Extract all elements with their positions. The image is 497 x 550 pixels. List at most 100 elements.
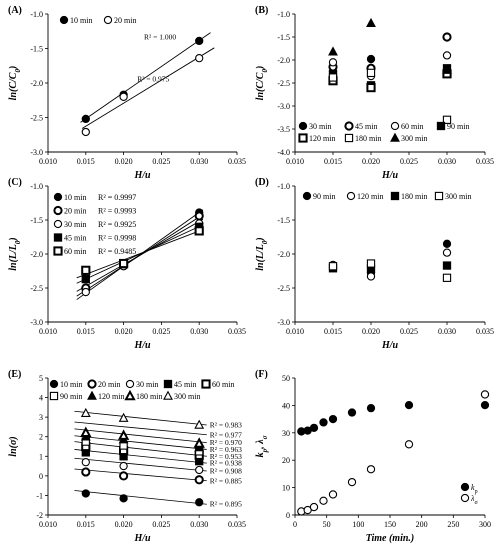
data-point — [366, 403, 376, 413]
chart-panel-c: 0.010 0.015 0.020 0.025 0.030 0.035 -1.0 -1.5 -2… — [8, 177, 246, 351]
legend-item: 10 min R² = 0.9997 — [53, 192, 136, 202]
legend-label: 45 min — [64, 234, 86, 243]
y-axis-label: ln(L/L0) — [255, 237, 269, 271]
r2-label: R² = 0.895 — [210, 500, 242, 509]
legend-label: λσ — [470, 494, 478, 506]
r2-label: R² = 0.963 — [210, 445, 242, 454]
x-tick-label: 0.015 — [77, 157, 95, 166]
y-axis-label-close: ) — [8, 237, 19, 241]
y-tick-label: -1.5 — [30, 216, 43, 225]
data-point — [195, 465, 204, 475]
legend-r2: R² = 0.9925 — [98, 220, 136, 229]
y-tick-label: 10 — [282, 484, 290, 493]
data-point — [442, 32, 452, 42]
y-tick-label: 20 — [282, 456, 290, 465]
y-axis-label-sub: 0 — [261, 240, 269, 244]
legend-label: 10 min — [70, 16, 92, 25]
legend-label: 30 min — [136, 380, 158, 389]
data-point — [328, 262, 338, 271]
legend-label: 20 min — [98, 380, 120, 389]
legend-label: 180 min — [136, 392, 162, 401]
x-axis-label: H/u — [133, 533, 151, 544]
legend-item: 120 min — [87, 390, 124, 401]
r2-label: R² = 0.953 — [210, 452, 242, 461]
data-point — [328, 73, 338, 82]
legend-marker — [434, 191, 444, 201]
y-tick-label: -2.5 — [30, 114, 43, 123]
y-axis-label-main: ln(C/C — [8, 72, 19, 100]
x-tick-label: 0.035 — [228, 520, 246, 529]
y-tick-label: 40 — [282, 401, 290, 410]
legend-label: 300 min — [174, 392, 200, 401]
y-tick-label: -2.0 — [30, 79, 43, 88]
legend-label: kp — [471, 483, 478, 495]
legend-label: 300 min — [445, 192, 471, 201]
legend-label: 60 min — [212, 380, 234, 389]
legend-label: 20 min — [114, 16, 136, 25]
legend-item: 45 min — [344, 121, 377, 131]
legend-marker — [390, 121, 400, 131]
x-tick-label: 0.025 — [152, 157, 170, 166]
trend-line — [76, 218, 204, 292]
legend-marker — [344, 121, 354, 131]
y-axis-label-close: ) — [255, 66, 266, 70]
x-tick-label: 0.025 — [152, 520, 170, 529]
y-axis-label: ln(σ) — [8, 436, 19, 456]
y-axis-label-main: ln(L/L — [8, 244, 19, 271]
data-point — [366, 54, 376, 64]
legend-label-sub: p — [475, 489, 478, 495]
trend-line — [74, 468, 207, 482]
trend-line — [74, 457, 207, 472]
y-axis-label-main: ln(L/L — [255, 244, 266, 271]
y-tick-label: -3.0 — [277, 102, 290, 111]
panel-label: (C) — [8, 177, 22, 188]
x-tick-label: 0.010 — [39, 157, 57, 166]
legend-marker — [302, 191, 312, 201]
legend-marker — [124, 389, 136, 401]
x-tick-label: 150 — [384, 520, 396, 529]
trend-line — [76, 209, 204, 300]
data-point — [347, 408, 357, 417]
data-point — [119, 461, 128, 471]
x-tick-label: 0.025 — [152, 327, 170, 336]
data-point — [328, 58, 338, 67]
data-point — [442, 273, 452, 282]
r2-label: R² = 0.908 — [210, 466, 242, 475]
r2-annotation: R² = 1.000 — [144, 33, 176, 42]
legend-label-sub: σ — [474, 500, 478, 506]
trend-line — [76, 229, 204, 279]
y-tick-label: -1.5 — [30, 45, 43, 54]
data-point — [442, 261, 452, 270]
data-point — [194, 226, 204, 236]
y-axis-label-sub: 0 — [14, 240, 22, 244]
legend-marker — [103, 15, 113, 25]
y-tick-label: -1.5 — [277, 33, 290, 42]
legend-marker — [53, 192, 63, 202]
trend-line — [74, 428, 207, 443]
data-point — [81, 467, 91, 477]
legend-marker — [436, 121, 446, 131]
x-tick-label: 0.030 — [190, 327, 208, 336]
y-tick-label: 50 — [282, 374, 290, 383]
legend-item: 10 min — [49, 379, 82, 389]
x-tick-label: 0.035 — [476, 157, 494, 166]
legend-label: 120 min — [98, 392, 124, 401]
y-axis-label-part: , λ — [255, 439, 266, 450]
data-point — [404, 400, 414, 410]
y-tick-label: -1.0 — [30, 182, 43, 191]
r2-label: R² = 0.938 — [210, 459, 242, 468]
y-tick-label: -4.0 — [277, 148, 290, 157]
trend-line — [81, 47, 215, 129]
legend-item: 10 min — [59, 15, 92, 25]
legend-marker — [163, 390, 173, 400]
data-point — [480, 390, 490, 399]
legend-marker — [125, 379, 135, 389]
data-point — [194, 475, 204, 485]
data-point — [319, 418, 328, 427]
legend-marker — [49, 391, 59, 401]
data-point — [328, 46, 338, 56]
legend-label: 20 min — [64, 207, 86, 216]
y-axis-label-part: p — [261, 448, 269, 453]
data-point — [80, 426, 92, 437]
